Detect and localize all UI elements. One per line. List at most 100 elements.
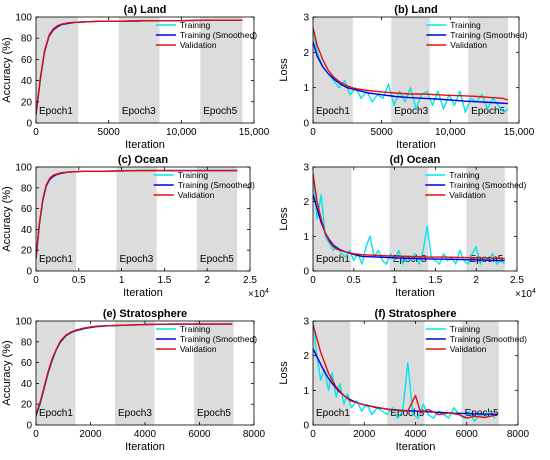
chart-title: (a) Land	[124, 4, 167, 16]
x-tick-label: 4000	[134, 429, 157, 440]
y-tick-label: 20	[21, 246, 33, 257]
chart-panel-1: Epoch1 Epoch3 Epoch5 0 5000 10,000 15,000 0 20 40…	[1, 4, 270, 151]
plot-area-frame	[35, 166, 251, 272]
legend-entry: Training	[180, 20, 211, 30]
series-line-validation	[313, 173, 505, 260]
x-tick-label: 0	[33, 429, 39, 440]
x-tick-label: 2.5	[243, 275, 257, 286]
x-tick-label: 0	[310, 429, 316, 440]
y-tick-label: 2	[303, 197, 309, 208]
epoch-band-3	[391, 17, 430, 123]
y-tick-label: 80	[21, 34, 33, 45]
x-axis-label: Iteration	[396, 441, 436, 453]
epoch-label: Epoch3	[122, 106, 156, 117]
legend-entry: Training	[450, 324, 481, 334]
x-tick-label: 6000	[456, 429, 479, 440]
epoch-band-5	[468, 17, 509, 123]
y-axis-label: Loss	[278, 361, 290, 385]
x-tick-label: 1.5	[428, 275, 442, 286]
x-tick-label: 8000	[243, 429, 266, 440]
epoch-band-3	[116, 167, 157, 271]
y-tick-label: 100	[15, 163, 32, 174]
y-axis-label: Accuracy (%)	[1, 186, 13, 251]
chart-title: (f) Stratosphere	[375, 308, 457, 320]
x-tick-label: 10,000	[435, 127, 466, 138]
x-tick-label: 2	[473, 275, 479, 286]
chart-title: (e) Stratosphere	[103, 308, 187, 320]
y-tick-label: 20	[21, 97, 33, 108]
legend-entry: Training	[449, 170, 480, 180]
y-tick-label: 80	[21, 337, 33, 348]
chart-title: (b) Land	[394, 4, 437, 16]
x-tick-label: 15,000	[239, 127, 270, 138]
y-tick-label: 3	[303, 13, 309, 24]
legend-entry: Validation	[178, 190, 215, 200]
legend-entry: Training	[180, 324, 211, 334]
x-tick-label: 0.5	[347, 275, 361, 286]
y-axis-label: Accuracy (%)	[1, 37, 13, 102]
legend-entry: Training (Smoothed)	[450, 30, 527, 40]
series-line-validation	[36, 323, 233, 415]
x-tick-label: 0	[310, 127, 316, 138]
y-tick-label: 1	[303, 232, 309, 243]
y-tick-label: 60	[21, 204, 33, 215]
x-exponent-label: ×104	[515, 288, 536, 300]
y-tick-label: 80	[21, 183, 33, 194]
chart-title: (d) Ocean	[390, 154, 441, 166]
x-tick-label: 1	[392, 275, 398, 286]
x-tick-label: 1	[119, 275, 125, 286]
x-tick-label: 8000	[507, 429, 530, 440]
series-line-validation	[313, 27, 509, 101]
series-line-validation	[36, 169, 238, 258]
x-axis-label: Iteration	[125, 441, 165, 453]
y-tick-label: 60	[21, 358, 33, 369]
series-line-validation	[313, 324, 496, 419]
epoch-band-1	[36, 17, 79, 123]
y-tick-label: 60	[21, 55, 33, 66]
epoch-label: Epoch1	[39, 254, 73, 265]
x-tick-label: 5000	[371, 127, 394, 138]
epoch-band-1	[313, 167, 352, 271]
x-exponent-label: ×104	[248, 288, 269, 300]
legend-entry: Training (Smoothed)	[180, 334, 257, 344]
plot-area-frame	[312, 166, 518, 272]
epoch-band-5	[200, 17, 243, 123]
x-tick-label: 4000	[404, 429, 427, 440]
epoch-label: Epoch3	[118, 408, 152, 419]
epoch-band-5	[196, 167, 238, 271]
epoch-label: Epoch5	[197, 408, 231, 419]
epoch-band-3	[115, 321, 155, 425]
epoch-band-3	[118, 17, 160, 123]
x-tick-label: 2000	[79, 429, 102, 440]
epoch-label: Epoch3	[119, 254, 153, 265]
y-tick-label: 100	[15, 13, 32, 24]
y-tick-label: 20	[21, 400, 33, 411]
x-tick-label: 1.5	[157, 275, 171, 286]
epoch-band-1	[313, 17, 353, 123]
y-axis-label: Accuracy (%)	[1, 340, 13, 405]
legend-entry: Validation	[180, 344, 217, 354]
x-tick-label: 6000	[188, 429, 211, 440]
epoch-label: Epoch5	[200, 254, 234, 265]
y-tick-label: 0	[303, 267, 309, 278]
y-tick-label: 0	[303, 119, 309, 130]
y-tick-label: 100	[15, 317, 32, 328]
y-tick-label: 1	[303, 386, 309, 397]
y-tick-label: 1	[303, 83, 309, 94]
x-axis-label: Iteration	[125, 139, 165, 151]
y-tick-label: 0	[26, 119, 32, 130]
y-tick-label: 40	[21, 76, 33, 87]
x-tick-label: 0.5	[72, 275, 86, 286]
y-tick-label: 0	[26, 421, 32, 432]
y-tick-label: 0	[303, 421, 309, 432]
y-tick-label: 0	[26, 267, 32, 278]
legend-entry: Training (Smoothed)	[450, 334, 527, 344]
epoch-label: Epoch3	[390, 408, 424, 419]
x-axis-label: Iteration	[396, 139, 436, 151]
series-line-training-smoothed	[313, 41, 509, 105]
